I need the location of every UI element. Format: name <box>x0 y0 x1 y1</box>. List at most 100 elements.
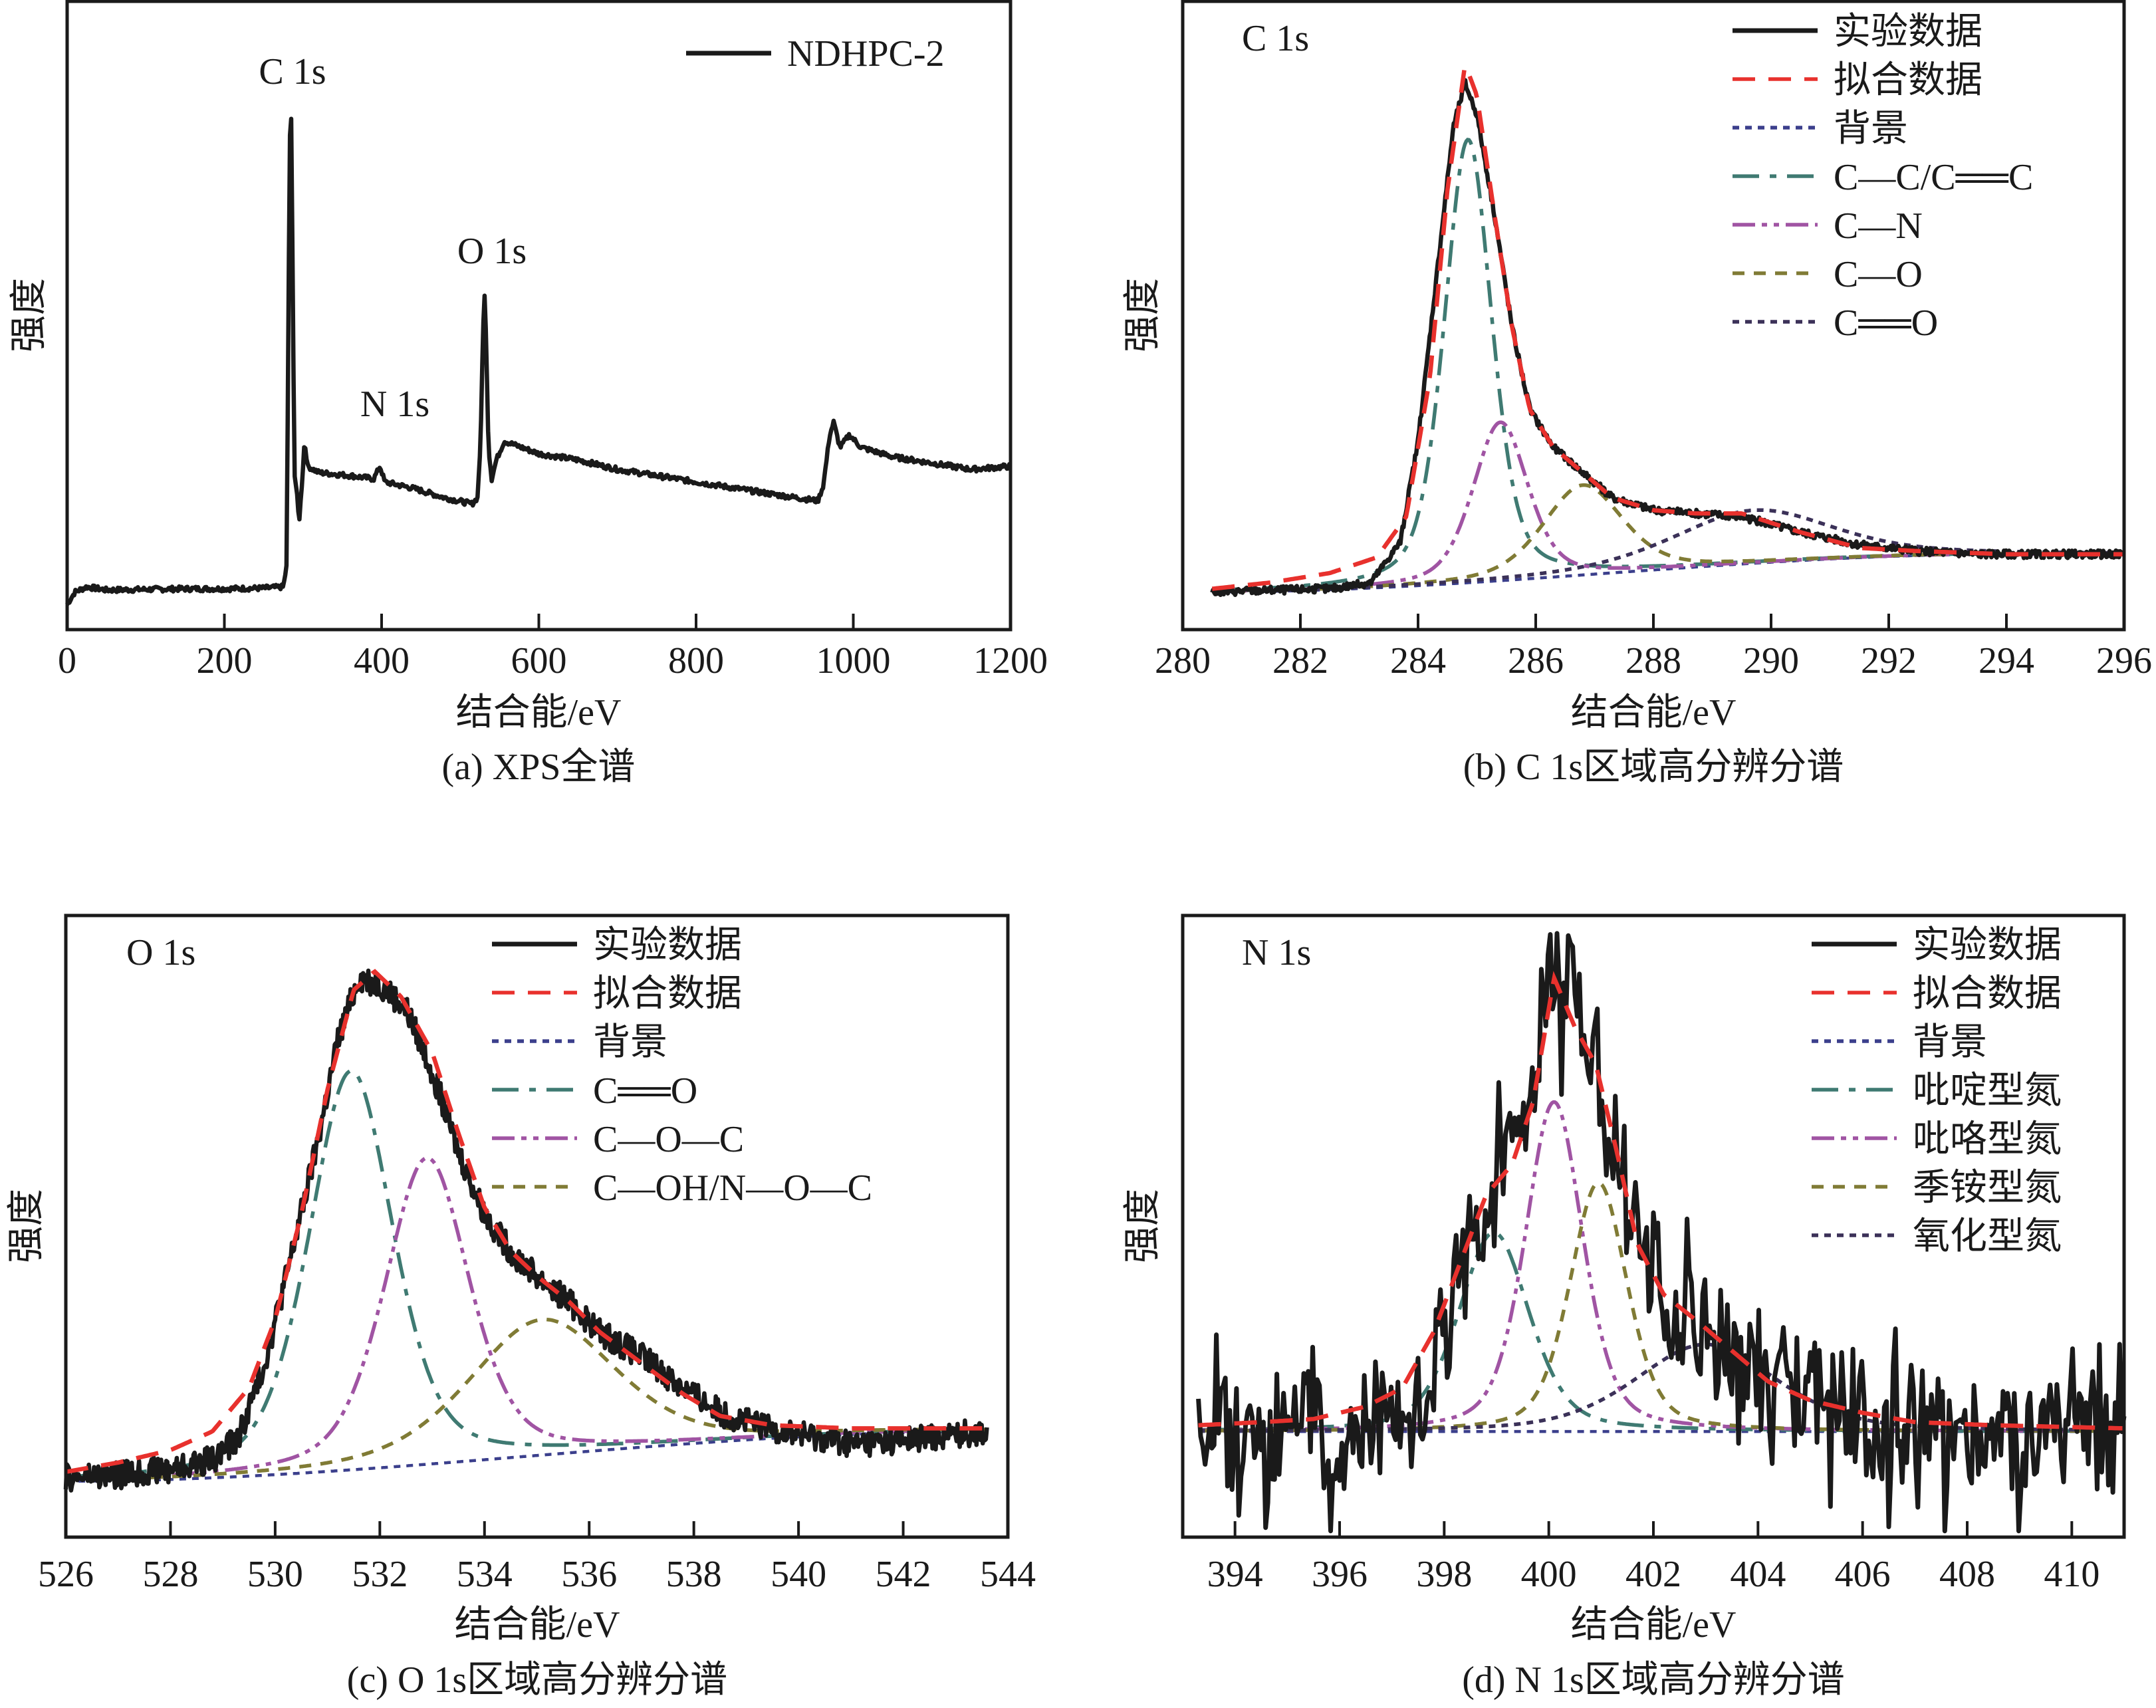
series-component-c-o <box>1212 483 2124 594</box>
legend-label-背景: 背景 <box>593 1022 667 1063</box>
panel-label: O 1s <box>126 932 195 973</box>
x-tick-label: 532 <box>352 1554 408 1595</box>
x-tick-label: 528 <box>142 1554 198 1595</box>
panel-caption: (b) C 1s区域高分辨分谱 <box>1463 747 1844 788</box>
y-axis-label: 强度 <box>1122 1189 1163 1263</box>
x-tick-label: 400 <box>354 640 410 681</box>
panel-label: N 1s <box>1242 932 1311 973</box>
legend-label-实验数据: 实验数据 <box>1834 11 1982 53</box>
x-tick-label: 284 <box>1390 640 1446 681</box>
series-fit <box>65 969 985 1474</box>
x-axis-label: 结合能/eV <box>455 1604 620 1646</box>
legend-label-c-o: C—O <box>1834 254 1923 295</box>
legend-label-c-o: C══O <box>1834 303 1938 344</box>
x-tick-label: 402 <box>1625 1554 1681 1595</box>
legend-label-实验数据: 实验数据 <box>593 925 742 966</box>
legend-label-背景: 背景 <box>1834 108 1908 150</box>
panel-a-xps-survey: 0 200 400 600 800 1000 1200 强度 结合能/eV (a) XPS全… <box>9 0 1048 788</box>
x-axis-label: 结合能/eV <box>1571 692 1737 733</box>
series-component-c-n <box>1212 420 2124 593</box>
x-tick-label: 800 <box>668 640 724 681</box>
legend-label-c-c-c-c: C—C/C══C <box>1834 157 2033 198</box>
y-axis-label: 强度 <box>6 1189 47 1263</box>
x-ticks: 280 282 284 286 288 290 292 294 296 <box>1155 614 2152 681</box>
panel-caption: (a) XPS全谱 <box>442 747 636 788</box>
plot-area <box>63 968 989 1493</box>
x-tick-label: 534 <box>457 1554 513 1595</box>
series-ndhpc-2 <box>65 116 1012 606</box>
x-tick-label: 406 <box>1835 1554 1891 1595</box>
x-tick-label: 544 <box>980 1554 1036 1595</box>
x-axis-label: 结合能/eV <box>1571 1604 1737 1646</box>
peak-annotations: C 1s N 1s O 1s <box>259 51 527 425</box>
series-experimental <box>63 968 989 1493</box>
x-tick-label: 410 <box>2044 1554 2099 1595</box>
plot-area <box>1210 63 2125 598</box>
legend-label-c-o: C══O <box>593 1070 697 1112</box>
panel-d-n1s: 394 396 398 400 402 404 406 408 410 强度 结合能/eV (d… <box>1122 914 2127 1701</box>
axes-frame <box>65 0 1013 632</box>
plot-area <box>1196 931 2127 1534</box>
x-tick-label: 398 <box>1416 1554 1472 1595</box>
x-tick-label: 542 <box>876 1554 931 1595</box>
x-tick-label: 292 <box>1861 640 1917 681</box>
series-fit <box>1211 63 2123 591</box>
series-fit <box>1198 971 2123 1431</box>
x-tick-label: 408 <box>1939 1554 1995 1595</box>
peak-label-c1s: C 1s <box>259 51 326 92</box>
x-tick-label: 294 <box>1978 640 2034 681</box>
x-axis-label: 结合能/eV <box>456 692 622 733</box>
x-tick-label: 396 <box>1312 1554 1368 1595</box>
x-tick-label: 404 <box>1730 1554 1786 1595</box>
x-tick-label: 288 <box>1625 640 1681 681</box>
legend-label-c-oh-n-o-c: C—OH/N—O—C <box>593 1167 872 1209</box>
x-tick-label: 530 <box>247 1554 303 1595</box>
axes-frame <box>64 914 1010 1539</box>
legend-label-c-n: C—N <box>1834 205 1923 247</box>
legend-label-实验数据: 实验数据 <box>1913 925 2062 966</box>
legend-label-拟合数据: 拟合数据 <box>1834 60 1982 101</box>
x-tick-label: 290 <box>1743 640 1799 681</box>
x-tick-label: 538 <box>666 1554 722 1595</box>
x-tick-label: 1200 <box>973 640 1048 681</box>
legend-label-ndhpc-2: NDHPC-2 <box>787 33 944 74</box>
axes-frame <box>1181 0 2126 632</box>
x-tick-label: 600 <box>511 640 567 681</box>
x-ticks: 0 200 400 600 800 1000 1200 <box>58 614 1048 681</box>
x-tick-label: 1000 <box>816 640 891 681</box>
series-component-c-c-c-c <box>1212 138 2124 592</box>
x-tick-label: 296 <box>2096 640 2152 681</box>
x-tick-label: 400 <box>1521 1554 1577 1595</box>
legend-label-背景: 背景 <box>1913 1022 1987 1063</box>
panel-caption: (d) N 1s区域高分辨分谱 <box>1462 1659 1845 1701</box>
x-tick-label: 280 <box>1155 640 1211 681</box>
legend-label-氧化型氮: 氧化型氮 <box>1913 1216 2062 1257</box>
panel-c-o1s: 526 528 530 532 534 536 538 540 542 544 强度 结合能/eV… <box>6 914 1036 1701</box>
x-tick-label: 200 <box>197 640 253 681</box>
legend-label-吡啶型氮: 吡啶型氮 <box>1913 1070 2062 1112</box>
panel-label: C 1s <box>1242 18 1309 59</box>
x-tick-label: 526 <box>38 1554 94 1595</box>
legend-label-拟合数据: 拟合数据 <box>1913 973 2062 1015</box>
panel-caption: (c) O 1s区域高分辨分谱 <box>347 1659 727 1701</box>
panel-b-c1s: 280 282 284 286 288 290 292 294 296 强度 结合能/eV (b… <box>1122 0 2152 788</box>
legend-label-吡咯型氮: 吡咯型氮 <box>1913 1119 2062 1160</box>
legend-label-拟合数据: 拟合数据 <box>593 973 742 1015</box>
legend: NDHPC-2 <box>686 33 944 74</box>
x-tick-label: 282 <box>1272 640 1328 681</box>
peak-label-o1s: O 1s <box>457 231 527 272</box>
series-background <box>66 1429 987 1483</box>
x-tick-label: 394 <box>1207 1554 1263 1595</box>
legend-label-c-o-c: C—O—C <box>593 1119 744 1160</box>
x-tick-label: 0 <box>58 640 76 681</box>
series-experimental <box>1196 931 2127 1534</box>
x-tick-label: 286 <box>1508 640 1564 681</box>
x-tick-label: 540 <box>771 1554 826 1595</box>
x-tick-label: 536 <box>561 1554 617 1595</box>
y-axis-label: 强度 <box>9 278 50 352</box>
x-ticks: 526 528 530 532 534 536 538 540 542 544 <box>38 1521 1036 1595</box>
